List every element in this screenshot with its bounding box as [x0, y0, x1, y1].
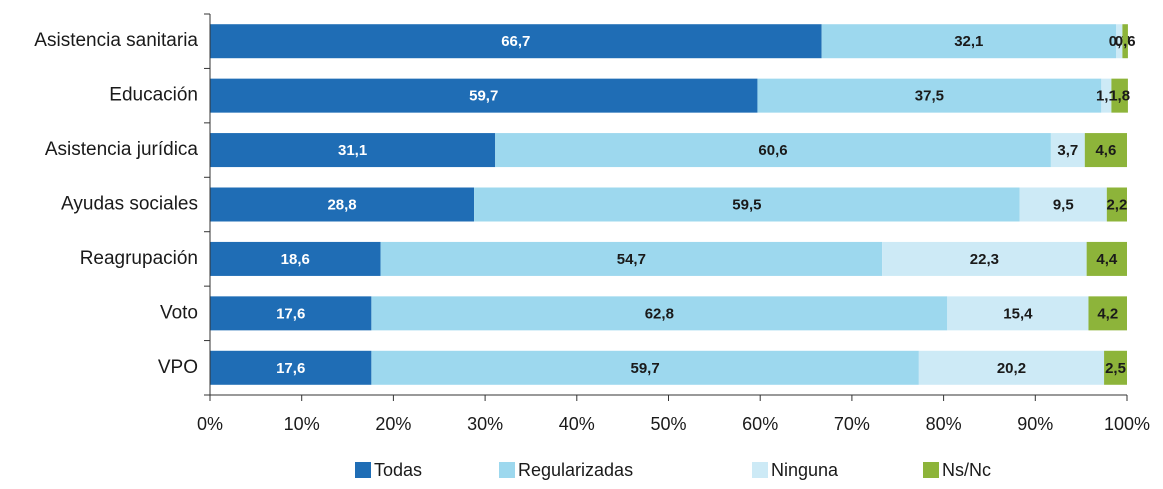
bar-segment — [371, 296, 948, 331]
value-label: 18,6 — [281, 251, 310, 268]
value-label: 2,5 — [1105, 360, 1126, 377]
bar-segment — [1086, 241, 1127, 276]
bar-segment — [821, 24, 1116, 59]
x-tick-label: 70% — [834, 414, 870, 434]
bar-segment — [210, 187, 475, 222]
x-tick-label: 50% — [650, 414, 686, 434]
value-label: 59,5 — [732, 196, 761, 213]
bar-segment — [210, 133, 496, 168]
bar-segment — [1050, 133, 1085, 168]
bar-segment — [495, 133, 1051, 168]
bar-segment — [210, 296, 372, 331]
value-label: 54,7 — [617, 251, 646, 268]
value-label: 3,7 — [1057, 142, 1078, 159]
value-label: 32,1 — [954, 33, 983, 50]
legend-label: Regularizadas — [518, 460, 633, 480]
legend-label: Ns/Nc — [942, 460, 991, 480]
category-label: Educación — [109, 85, 198, 106]
value-label: 4,4 — [1096, 251, 1118, 268]
bar-segment — [210, 350, 372, 385]
value-label: 9,5 — [1053, 196, 1074, 213]
value-label: 20,2 — [997, 360, 1026, 377]
value-label: 22,3 — [970, 251, 999, 268]
bar-segment — [1101, 78, 1112, 113]
bar-segment — [1111, 78, 1128, 113]
bar-segment — [210, 24, 822, 59]
x-tick-label: 80% — [926, 414, 962, 434]
bar-segment — [947, 296, 1089, 331]
value-label: 60,6 — [758, 142, 787, 159]
bar-segment — [1084, 133, 1127, 168]
value-label: 17,6 — [276, 360, 305, 377]
legend-label: Ninguna — [771, 460, 839, 480]
value-label: 31,1 — [338, 142, 367, 159]
x-tick-label: 0% — [197, 414, 223, 434]
value-label: 4,6 — [1095, 142, 1116, 159]
category-label: Ayudas sociales — [61, 194, 198, 215]
legend-label: Todas — [374, 460, 422, 480]
value-label: 28,8 — [327, 196, 356, 213]
x-tick-label: 90% — [1017, 414, 1053, 434]
bar-segment — [1122, 24, 1128, 59]
category-label: VPO — [158, 357, 198, 378]
x-tick-label: 20% — [375, 414, 411, 434]
category-label: Reagrupación — [80, 248, 198, 269]
value-label: 1,8 — [1109, 88, 1130, 105]
category-label: Asistencia jurídica — [45, 139, 199, 160]
x-tick-label: 60% — [742, 414, 778, 434]
value-label: 66,7 — [501, 33, 530, 50]
legend-marker — [752, 462, 768, 478]
bar-segment — [882, 241, 1087, 276]
bar-segment — [380, 241, 883, 276]
value-label: 59,7 — [469, 88, 498, 105]
x-tick-label: 100% — [1104, 414, 1150, 434]
value-label: 0,6 — [1115, 33, 1136, 50]
value-label: 2,2 — [1106, 196, 1127, 213]
value-label: 62,8 — [645, 305, 674, 322]
bar-segment — [474, 187, 1020, 222]
legend-marker — [499, 462, 515, 478]
x-tick-label: 40% — [559, 414, 595, 434]
value-label: 4,2 — [1097, 305, 1118, 322]
category-label: Voto — [160, 302, 198, 323]
value-label: 37,5 — [915, 88, 944, 105]
bar-segment — [1019, 187, 1107, 222]
bar-segment — [1106, 187, 1127, 222]
value-label: 17,6 — [276, 305, 305, 322]
x-tick-label: 30% — [467, 414, 503, 434]
value-label: 59,7 — [631, 360, 660, 377]
bar-segment — [1115, 24, 1123, 59]
bar-segment — [371, 350, 919, 385]
bar-segment — [210, 241, 381, 276]
x-tick-label: 10% — [284, 414, 320, 434]
legend-marker — [355, 462, 371, 478]
legend-marker — [923, 462, 939, 478]
bar-segment — [1104, 350, 1127, 385]
bar-segment — [210, 78, 758, 113]
category-label: Asistencia sanitaria — [34, 30, 198, 51]
value-label: 15,4 — [1003, 305, 1033, 322]
bar-segment — [757, 78, 1102, 113]
bar-segment — [1088, 296, 1127, 331]
bar-segment — [918, 350, 1105, 385]
